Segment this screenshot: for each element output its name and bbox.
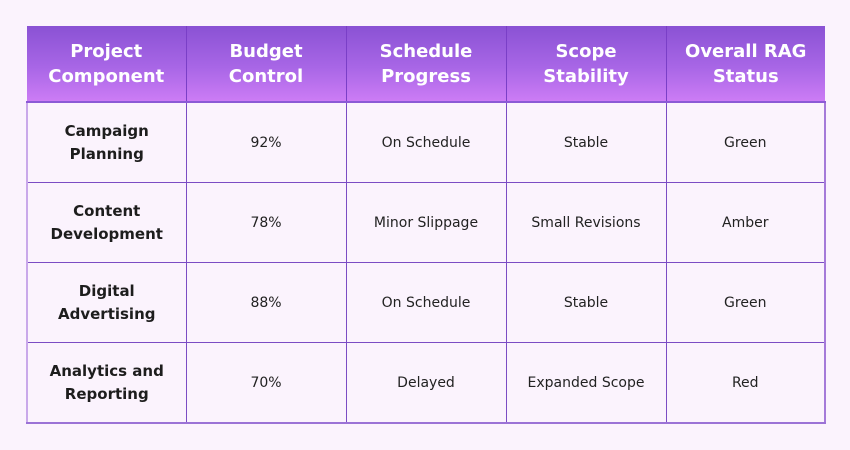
header-line: Control — [228, 65, 304, 87]
table-row: Digital Advertising 88% On Schedule Stabl… — [26, 262, 826, 343]
cell-component: Digital Advertising — [26, 262, 187, 343]
cell-scope: Stable — [505, 262, 667, 343]
cell-scope: Small Revisions — [505, 182, 667, 263]
cell-component: Content Development — [26, 182, 187, 263]
header-project-component: Project Component — [27, 26, 187, 103]
component-line: Digital — [78, 281, 135, 300]
header-scope-stability: Scope Stability — [505, 26, 667, 103]
cell-rag: Green — [665, 101, 826, 183]
header-line: Status — [712, 65, 779, 87]
cell-component: Campaign Planning — [26, 101, 187, 183]
header-line: Stability — [543, 65, 629, 87]
component-line: Planning — [69, 144, 144, 163]
cell-budget: 88% — [185, 262, 347, 343]
cell-rag: Red — [665, 342, 826, 424]
header-budget-control: Budget Control — [185, 26, 347, 103]
cell-scope: Stable — [505, 101, 667, 183]
table-row: Campaign Planning 92% On Schedule Stable … — [26, 101, 826, 183]
header-row: Project Component Budget Control Schedule P… — [27, 26, 825, 103]
component-line: Content — [73, 201, 141, 220]
header-line: Component — [48, 65, 165, 87]
cell-budget: 92% — [185, 101, 347, 183]
rag-status-table: Project Component Budget Control Schedule P… — [26, 26, 826, 424]
header-line: Overall RAG — [685, 40, 807, 62]
cell-rag: Green — [665, 262, 826, 343]
component-line: Analytics and — [49, 361, 164, 380]
header-line: Scope — [555, 40, 617, 62]
component-line: Development — [50, 224, 163, 243]
table-row: Analytics and Reporting 70% Delayed Expan… — [26, 342, 826, 424]
cell-schedule: On Schedule — [345, 262, 507, 343]
component-line: Advertising — [58, 304, 156, 323]
cell-schedule: Minor Slippage — [345, 182, 507, 263]
cell-schedule: On Schedule — [345, 101, 507, 183]
cell-scope: Expanded Scope — [505, 342, 667, 424]
cell-budget: 78% — [185, 182, 347, 263]
table-row: Content Development 78% Minor Slippage Sm… — [26, 182, 826, 263]
cell-rag: Amber — [665, 182, 826, 263]
header-line: Progress — [381, 65, 471, 87]
header-line: Budget — [229, 40, 303, 62]
header-schedule-progress: Schedule Progress — [345, 26, 507, 103]
header-line: Schedule — [379, 40, 473, 62]
component-line: Campaign — [64, 121, 149, 140]
header-line: Project — [70, 40, 143, 62]
cell-component: Analytics and Reporting — [26, 342, 187, 424]
cell-schedule: Delayed — [345, 342, 507, 424]
component-line: Reporting — [64, 384, 149, 403]
header-overall-rag-status: Overall RAG Status — [665, 26, 825, 103]
cell-budget: 70% — [185, 342, 347, 424]
